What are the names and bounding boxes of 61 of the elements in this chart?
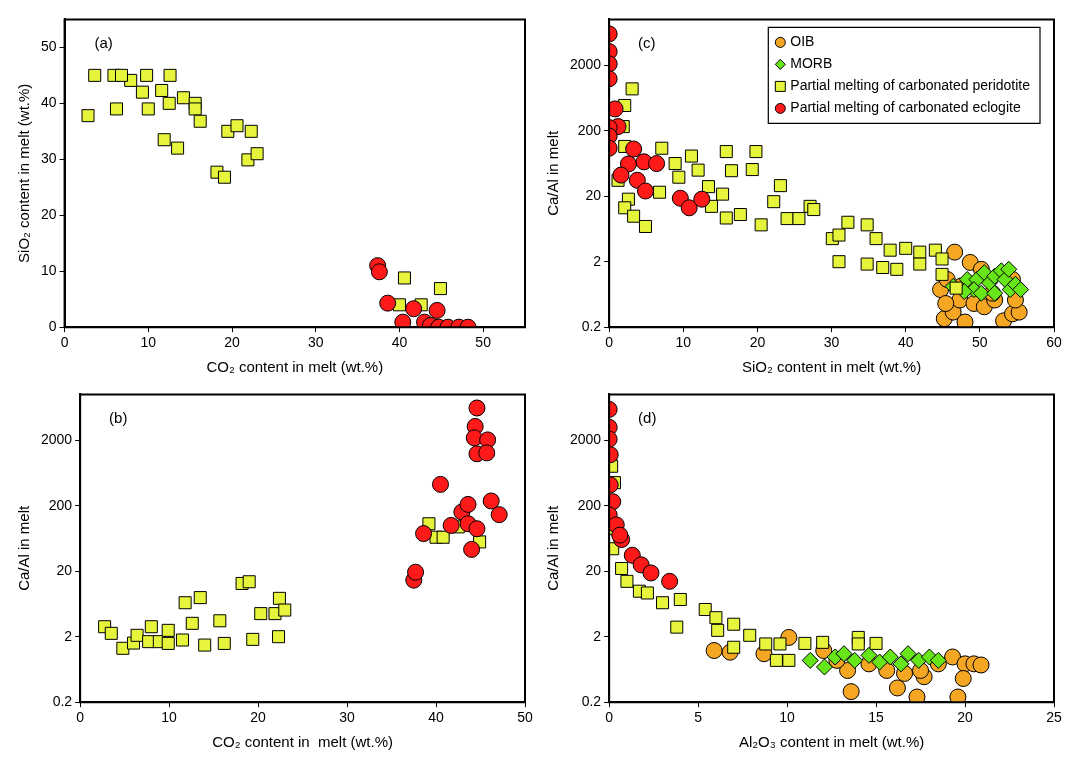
x-tick-label: 40 bbox=[428, 709, 445, 726]
x-tick-label: 30 bbox=[307, 334, 324, 351]
y-tick-label: 40 bbox=[40, 94, 57, 111]
x-tick-label: 50 bbox=[972, 334, 988, 351]
y-tick-label: 200 bbox=[48, 496, 73, 513]
x-tick-label: 20 bbox=[250, 709, 267, 726]
legend-label: OIB bbox=[790, 33, 815, 50]
y-tick-label: 0.2 bbox=[52, 693, 73, 710]
x-tick-label: 50 bbox=[517, 709, 533, 726]
x-tick-label: 20 bbox=[749, 334, 766, 351]
y-tick-label: 200 bbox=[577, 496, 602, 513]
y-tick-label: 20 bbox=[585, 562, 602, 579]
y-tick-label: 10 bbox=[40, 262, 57, 279]
y-tick-label: 2000 bbox=[569, 431, 602, 448]
y-tick-label: 2000 bbox=[40, 431, 73, 448]
legend-label: Partial melting of carbonated peridotite bbox=[790, 77, 1031, 94]
x-axis-title: Al₂O₃ content in melt (wt.%) bbox=[738, 733, 925, 751]
y-tick-label: 0 bbox=[48, 318, 57, 335]
x-tick-label: 30 bbox=[339, 709, 356, 726]
x-tick-label: 0 bbox=[605, 334, 614, 351]
x-tick-label: 10 bbox=[675, 334, 692, 351]
x-tick-label: 50 bbox=[475, 334, 492, 351]
x-tick-label: 25 bbox=[1046, 709, 1062, 726]
y-tick-label: 50 bbox=[40, 38, 57, 55]
legend-label: MORB bbox=[790, 55, 833, 72]
y-axis-title: SiO₂ content in melt (wt.%) bbox=[15, 83, 33, 263]
y-tick-label: 30 bbox=[40, 150, 57, 167]
y-axis-title: Ca/Al in melt bbox=[15, 504, 33, 591]
x-tick-label: 0 bbox=[76, 709, 85, 726]
x-tick-label: 10 bbox=[140, 334, 157, 351]
y-tick-label: 20 bbox=[56, 562, 73, 579]
annotation: (a) bbox=[94, 34, 113, 52]
y-tick-label: 2 bbox=[593, 252, 602, 269]
x-axis-title: SiO₂ content in melt (wt.%) bbox=[741, 358, 922, 376]
y-tick-label: 20 bbox=[40, 206, 57, 223]
annotation: (c) bbox=[638, 34, 656, 52]
y-axis-title: Ca/Al in melt bbox=[544, 129, 562, 216]
x-tick-label: 60 bbox=[1046, 334, 1062, 351]
y-axis-title: Ca/Al in melt bbox=[544, 504, 562, 591]
x-tick-label: 20 bbox=[224, 334, 240, 351]
x-tick-label: 10 bbox=[161, 709, 178, 726]
x-tick-label: 40 bbox=[391, 334, 408, 351]
x-tick-label: 30 bbox=[823, 334, 840, 351]
y-tick-label: 2000 bbox=[569, 56, 602, 73]
x-tick-label: 0 bbox=[605, 709, 614, 726]
y-tick-label: 0.2 bbox=[581, 693, 602, 710]
x-tick-label: 20 bbox=[957, 709, 974, 726]
y-tick-label: 2 bbox=[593, 627, 602, 644]
annotation: (b) bbox=[109, 409, 128, 427]
x-tick-label: 15 bbox=[868, 709, 885, 726]
y-tick-label: 0.2 bbox=[581, 318, 602, 335]
y-tick-label: 20 bbox=[585, 187, 602, 204]
annotation: (d) bbox=[638, 409, 657, 427]
x-tick-label: 40 bbox=[897, 334, 914, 351]
legend-label: Partial melting of carbonated eclogite bbox=[790, 99, 1021, 116]
x-axis-title: CO₂ content in melt (wt.%) bbox=[212, 733, 394, 751]
x-axis-title: CO₂ content in melt (wt.%) bbox=[206, 358, 384, 376]
x-tick-label: 5 bbox=[694, 709, 703, 726]
x-tick-label: 10 bbox=[779, 709, 796, 726]
y-tick-label: 200 bbox=[577, 121, 602, 138]
y-tick-label: 2 bbox=[64, 627, 73, 644]
